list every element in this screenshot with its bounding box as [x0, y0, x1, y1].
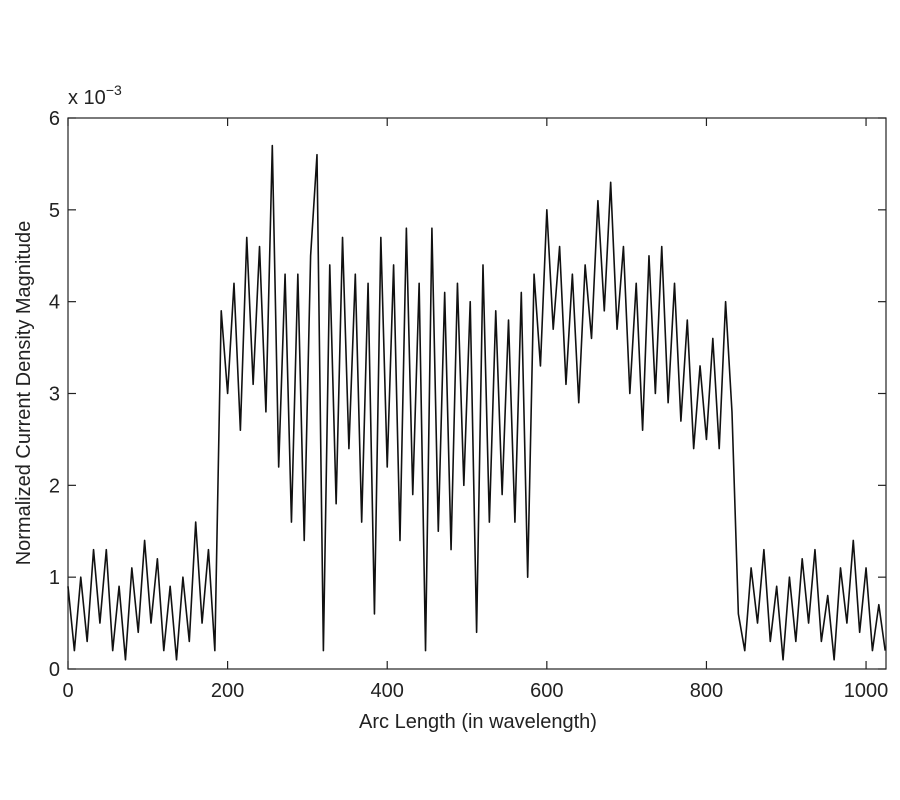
x-tick-label: 200 [211, 680, 244, 702]
x-tick-label: 0 [62, 680, 73, 702]
multiplier-exponent: −3 [106, 82, 122, 98]
y-multiplier: x 10−3 [68, 82, 122, 109]
y-axis-label: Normalized Current Density Magnitude [13, 221, 35, 566]
data-line [67, 144, 886, 661]
x-tick-label: 400 [371, 680, 404, 702]
y-tick-label: 3 [49, 384, 60, 406]
x-tick-label: 1000 [844, 680, 889, 702]
y-tick-label: 4 [49, 292, 60, 314]
multiplier-base: x 10 [68, 87, 106, 109]
y-tick-label: 2 [49, 475, 60, 497]
x-tick-label: 800 [690, 680, 723, 702]
y-tick-label: 1 [49, 567, 60, 589]
y-tick-label: 0 [49, 659, 60, 681]
x-axis-label: Arc Length (in wavelength) [359, 711, 597, 733]
y-tick-label: 6 [49, 108, 60, 130]
x-tick-label: 600 [530, 680, 563, 702]
y-tick-label: 5 [49, 200, 60, 222]
